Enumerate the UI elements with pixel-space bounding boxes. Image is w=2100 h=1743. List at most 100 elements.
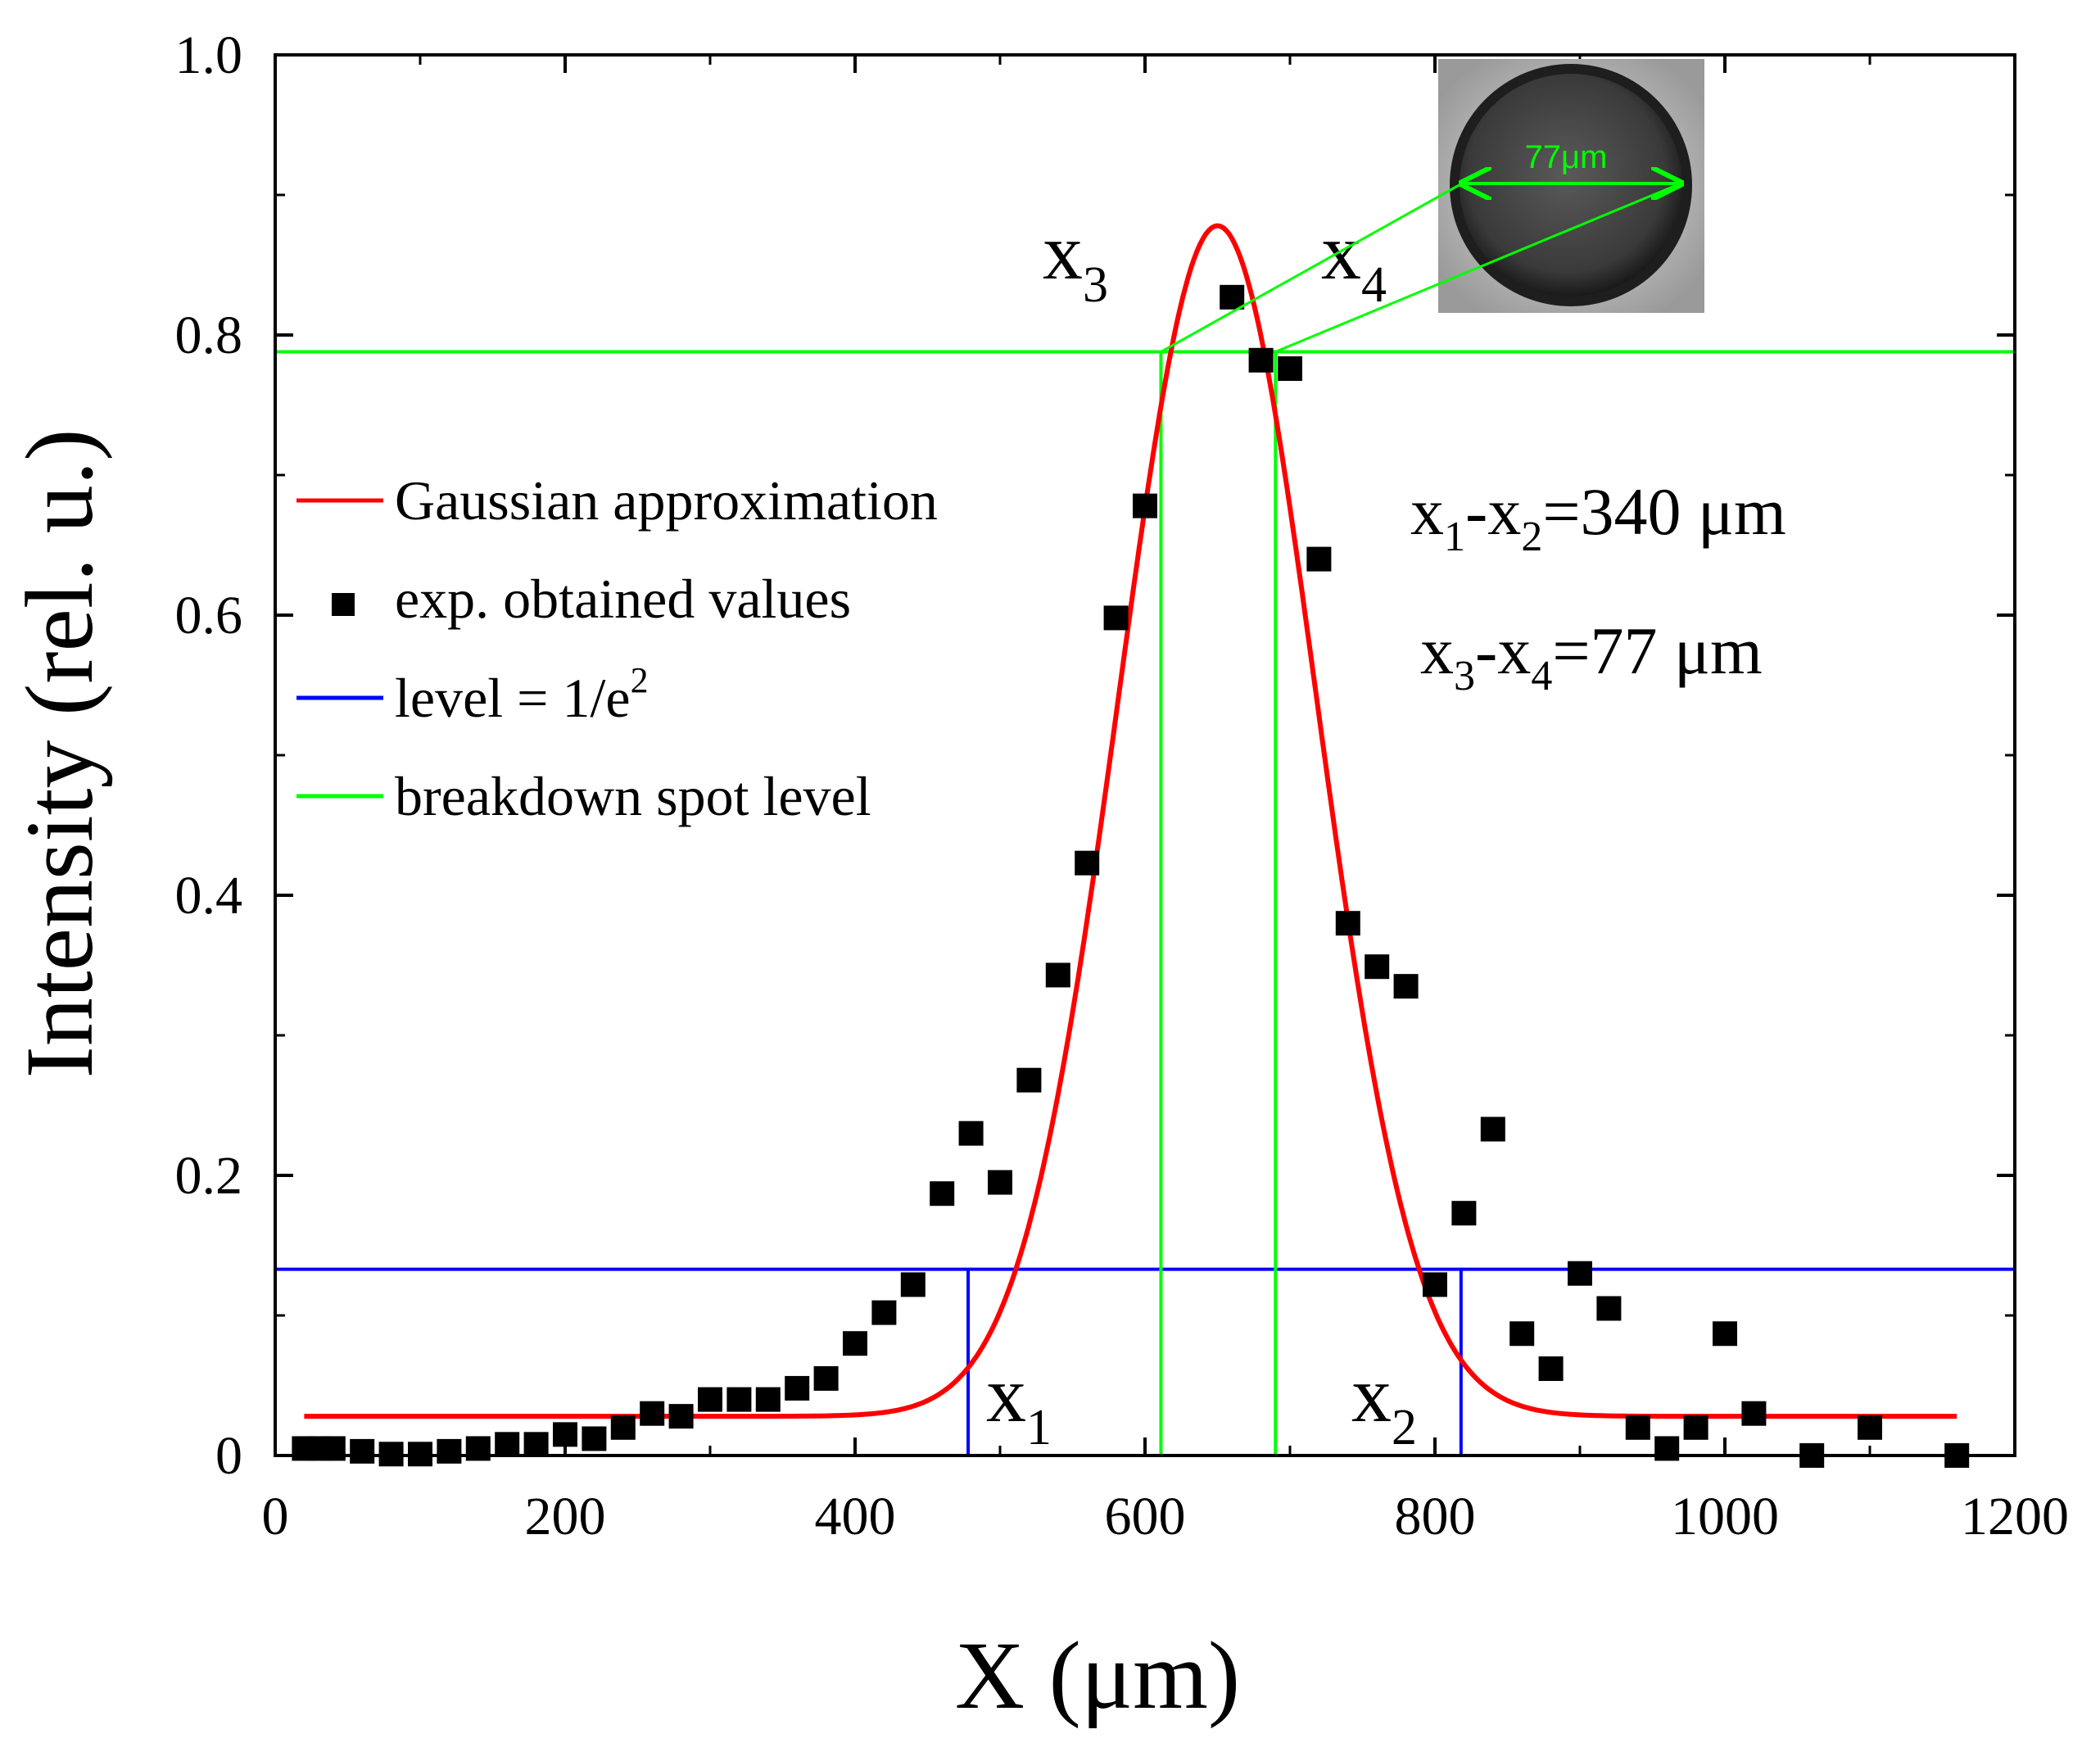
data-point: [1683, 1415, 1709, 1440]
data-point: [930, 1181, 955, 1207]
x-tick-label: 400: [815, 1487, 896, 1546]
data-point: [1568, 1261, 1592, 1286]
x-tick-label: 1000: [1671, 1487, 1779, 1546]
data-point: [1306, 546, 1332, 572]
data-point: [437, 1438, 462, 1464]
data-point: [698, 1387, 722, 1412]
data-point: [1075, 850, 1100, 876]
annotation-result-x3-x4: x3-x4=77 μm: [1420, 613, 1763, 699]
result1-a: x: [1410, 474, 1444, 549]
result1-value: =340 μm: [1542, 474, 1786, 549]
data-point: [1538, 1356, 1564, 1381]
data-point: [640, 1401, 665, 1426]
y-tick-label: 0.8: [175, 306, 243, 365]
x-tick-label: 200: [525, 1487, 606, 1546]
label-x1-sub: 1: [1026, 1400, 1052, 1456]
label-x2: x2: [1351, 1351, 1417, 1456]
legend-label-level-main: level = 1/e: [395, 667, 631, 729]
data-point: [871, 1300, 897, 1325]
data-point: [1858, 1415, 1882, 1440]
reference-lines: [275, 350, 2015, 1456]
data-point: [1625, 1415, 1650, 1440]
result1-b-sub: 2: [1521, 514, 1542, 560]
plot-frame: [274, 53, 2016, 1457]
data-point: [958, 1120, 984, 1146]
connector-line-x4: [1274, 182, 1681, 353]
data-point: [726, 1387, 752, 1412]
legend-label-exp: exp. obtained values: [395, 568, 851, 630]
data-point: [495, 1432, 520, 1457]
x-tick-label: 600: [1105, 1487, 1186, 1546]
data-point: [1278, 356, 1302, 382]
result1-b: x: [1487, 474, 1521, 549]
connector-line-x3: [1160, 182, 1463, 353]
legend-label-breakdown: breakdown spot level: [395, 765, 871, 827]
data-point: [1335, 911, 1360, 936]
data-point: [843, 1331, 867, 1356]
data-point: [900, 1272, 926, 1297]
data-point: [1103, 605, 1129, 631]
data-point: [668, 1404, 694, 1429]
gaussian-layer: [304, 223, 1957, 1419]
data-point: [1133, 493, 1157, 518]
data-point: [813, 1365, 839, 1391]
legend: Gaussian approximation exp. obtained val…: [296, 469, 938, 827]
y-tick-label: 0.4: [175, 866, 243, 926]
legend-swatch-exp: [332, 593, 355, 616]
data-point: [1220, 284, 1245, 310]
data-point: [1596, 1296, 1622, 1321]
y-tick-label: 0.6: [175, 586, 243, 645]
result2-a-sub: 3: [1454, 653, 1475, 699]
inset-label: 77μm: [1525, 139, 1608, 175]
result1-sep: -: [1465, 474, 1487, 549]
result2-b-sub: 4: [1531, 653, 1552, 699]
data-point: [1393, 974, 1419, 999]
label-x1: x1: [986, 1351, 1052, 1456]
data-point: [1480, 1116, 1505, 1142]
data-point: [1365, 954, 1390, 980]
result1-a-sub: 1: [1444, 514, 1465, 560]
label-x3-sub: 3: [1083, 257, 1108, 313]
label-x4-sub: 4: [1361, 257, 1387, 313]
data-point: [1016, 1067, 1042, 1093]
gaussian-curve: [304, 223, 1957, 1419]
label-x3: x3: [1043, 208, 1108, 313]
y-tick-label: 0: [215, 1426, 242, 1486]
label-x3-main: x: [1043, 208, 1083, 297]
legend-label-gaussian: Gaussian approximation: [395, 469, 938, 532]
legend-label-level-sup: 2: [631, 660, 649, 700]
label-x2-main: x: [1351, 1351, 1392, 1439]
x-tick-label: 0: [262, 1487, 289, 1546]
data-point: [350, 1438, 375, 1464]
label-x2-sub: 2: [1392, 1400, 1417, 1456]
data-point: [1045, 962, 1070, 988]
y-tick-label: 0.2: [175, 1146, 243, 1206]
data-point: [1741, 1401, 1767, 1426]
data-point: [1423, 1272, 1447, 1297]
x-tick-label: 1200: [1961, 1487, 2069, 1546]
data-point: [610, 1415, 636, 1440]
label-x4: x4: [1321, 208, 1387, 313]
result2-a: x: [1420, 613, 1454, 688]
y-tick-label: 1.0: [175, 25, 243, 85]
data-point: [1248, 347, 1274, 373]
data-point: [1713, 1321, 1737, 1347]
label-x1-main: x: [986, 1351, 1026, 1439]
x-tick-label: 800: [1395, 1487, 1476, 1546]
result2-b: x: [1497, 613, 1531, 688]
legend-label-level: level = 1/e2: [395, 660, 649, 729]
data-point: [755, 1387, 781, 1412]
result2-value: =77 μm: [1552, 613, 1763, 688]
data-point: [582, 1426, 607, 1451]
y-axis-title: Intensity (rel. u.): [6, 429, 113, 1079]
data-point: [1509, 1321, 1535, 1347]
inset-micrograph: 77μm: [1438, 59, 1704, 313]
data-point: [1451, 1201, 1477, 1226]
data-point: [523, 1432, 549, 1457]
ticks-layer: 0 200 400 600 800 1000 1200 0 0.2 0.4 0.6 0.8 1.0: [175, 25, 2070, 1546]
data-points-layer: [292, 284, 1970, 1468]
x-axis-title: X (μm): [955, 1622, 1240, 1729]
annotation-result-x1-x2: x1-x2=340 μm: [1410, 474, 1786, 560]
data-point: [988, 1170, 1012, 1195]
